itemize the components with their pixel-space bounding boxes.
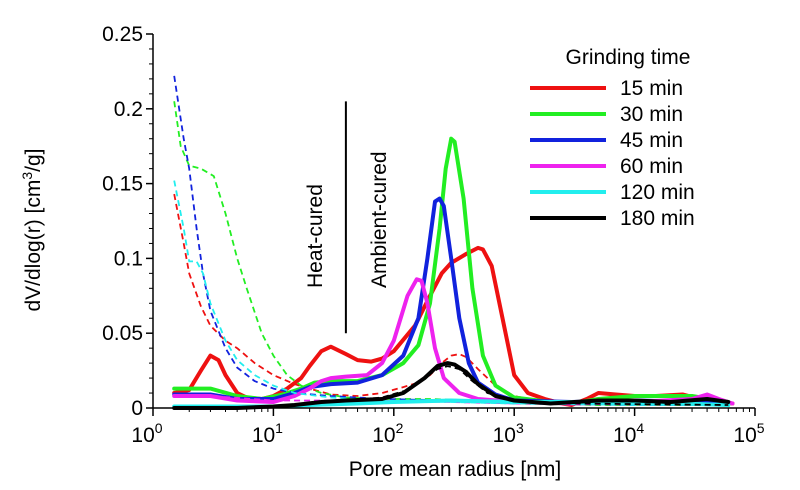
heat-cured-label: Heat-cured [304, 184, 327, 288]
axis-ticks: 0 0.05 0.1 0.15 0.2 0.25 100 101 102 103 104 105 [102, 23, 765, 447]
y-tick-label: 0 [131, 397, 143, 420]
legend: Grinding time 15 min 30 min 45 min 60 min 12… [530, 46, 695, 230]
y-tick-label: 0.1 [114, 247, 143, 270]
y-tick-label: 0.15 [102, 173, 143, 196]
x-axis-title: Pore mean radius [nm] [349, 458, 561, 481]
legend-entries: 15 min 30 min 45 min 60 min 120 min 180 min [530, 77, 695, 230]
y-axis-title: dV/dlog(r) [cm3/g] [19, 148, 45, 311]
legend-label-30-min: 30 min [620, 103, 683, 126]
series-180-min-dashed-line [273, 365, 729, 408]
legend-title: Grinding time [566, 46, 691, 69]
y-tick-label: 0.05 [102, 322, 143, 345]
legend-label-15-min: 15 min [620, 77, 683, 100]
x-tick-label: 101 [252, 420, 283, 447]
series-180-min-solid-line [172, 361, 731, 410]
x-tick-label: 105 [733, 420, 764, 447]
x-tick-label: 102 [372, 420, 403, 447]
y-tick-label: 0.25 [102, 23, 143, 46]
legend-label-180-min: 180 min [620, 207, 695, 230]
legend-label-45-min: 45 min [620, 129, 683, 152]
series-15-min-dashed-line [173, 193, 729, 406]
x-tick-label: 100 [131, 420, 162, 447]
axes-frame [152, 34, 755, 409]
ambient-cured-label: Ambient-cured [368, 151, 391, 288]
x-tick-label: 103 [493, 420, 524, 447]
y-tick-label: 0.2 [114, 98, 143, 121]
series-layer [172, 75, 735, 410]
series-60-min-solid-line [172, 277, 735, 406]
x-tick-label: 104 [613, 420, 644, 447]
legend-label-120-min: 120 min [620, 181, 695, 204]
legend-label-60-min: 60 min [620, 155, 683, 178]
